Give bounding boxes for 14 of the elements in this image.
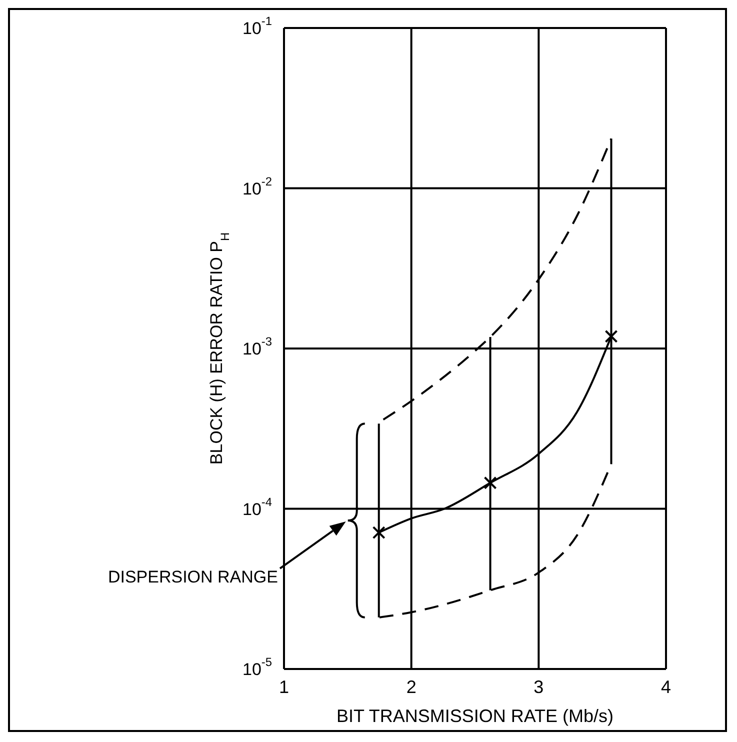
y-tick-label: 10$^{-3}$: [242, 334, 272, 358]
x-axis-title: BIT TRANSMISSION RATE (Mb/s): [336, 706, 614, 726]
x-tick-label: 2: [406, 677, 416, 697]
text: DISPERSION RANGE: [108, 567, 278, 586]
point: [372, 526, 386, 540]
point: [604, 330, 618, 343]
x-tick-label: 3: [534, 677, 544, 697]
x-tick-label: 4: [660, 677, 672, 697]
y-tick-label: 10$^{-2}$: [242, 174, 272, 198]
x-tick-label: 1: [278, 677, 290, 697]
y-tick-label: 10$^{-1}$: [242, 14, 272, 38]
y-tick-label: 10$^{-4}$: [242, 494, 272, 518]
point: [484, 476, 497, 490]
y-tick-label: 10$^{-5}$: [242, 655, 272, 678]
